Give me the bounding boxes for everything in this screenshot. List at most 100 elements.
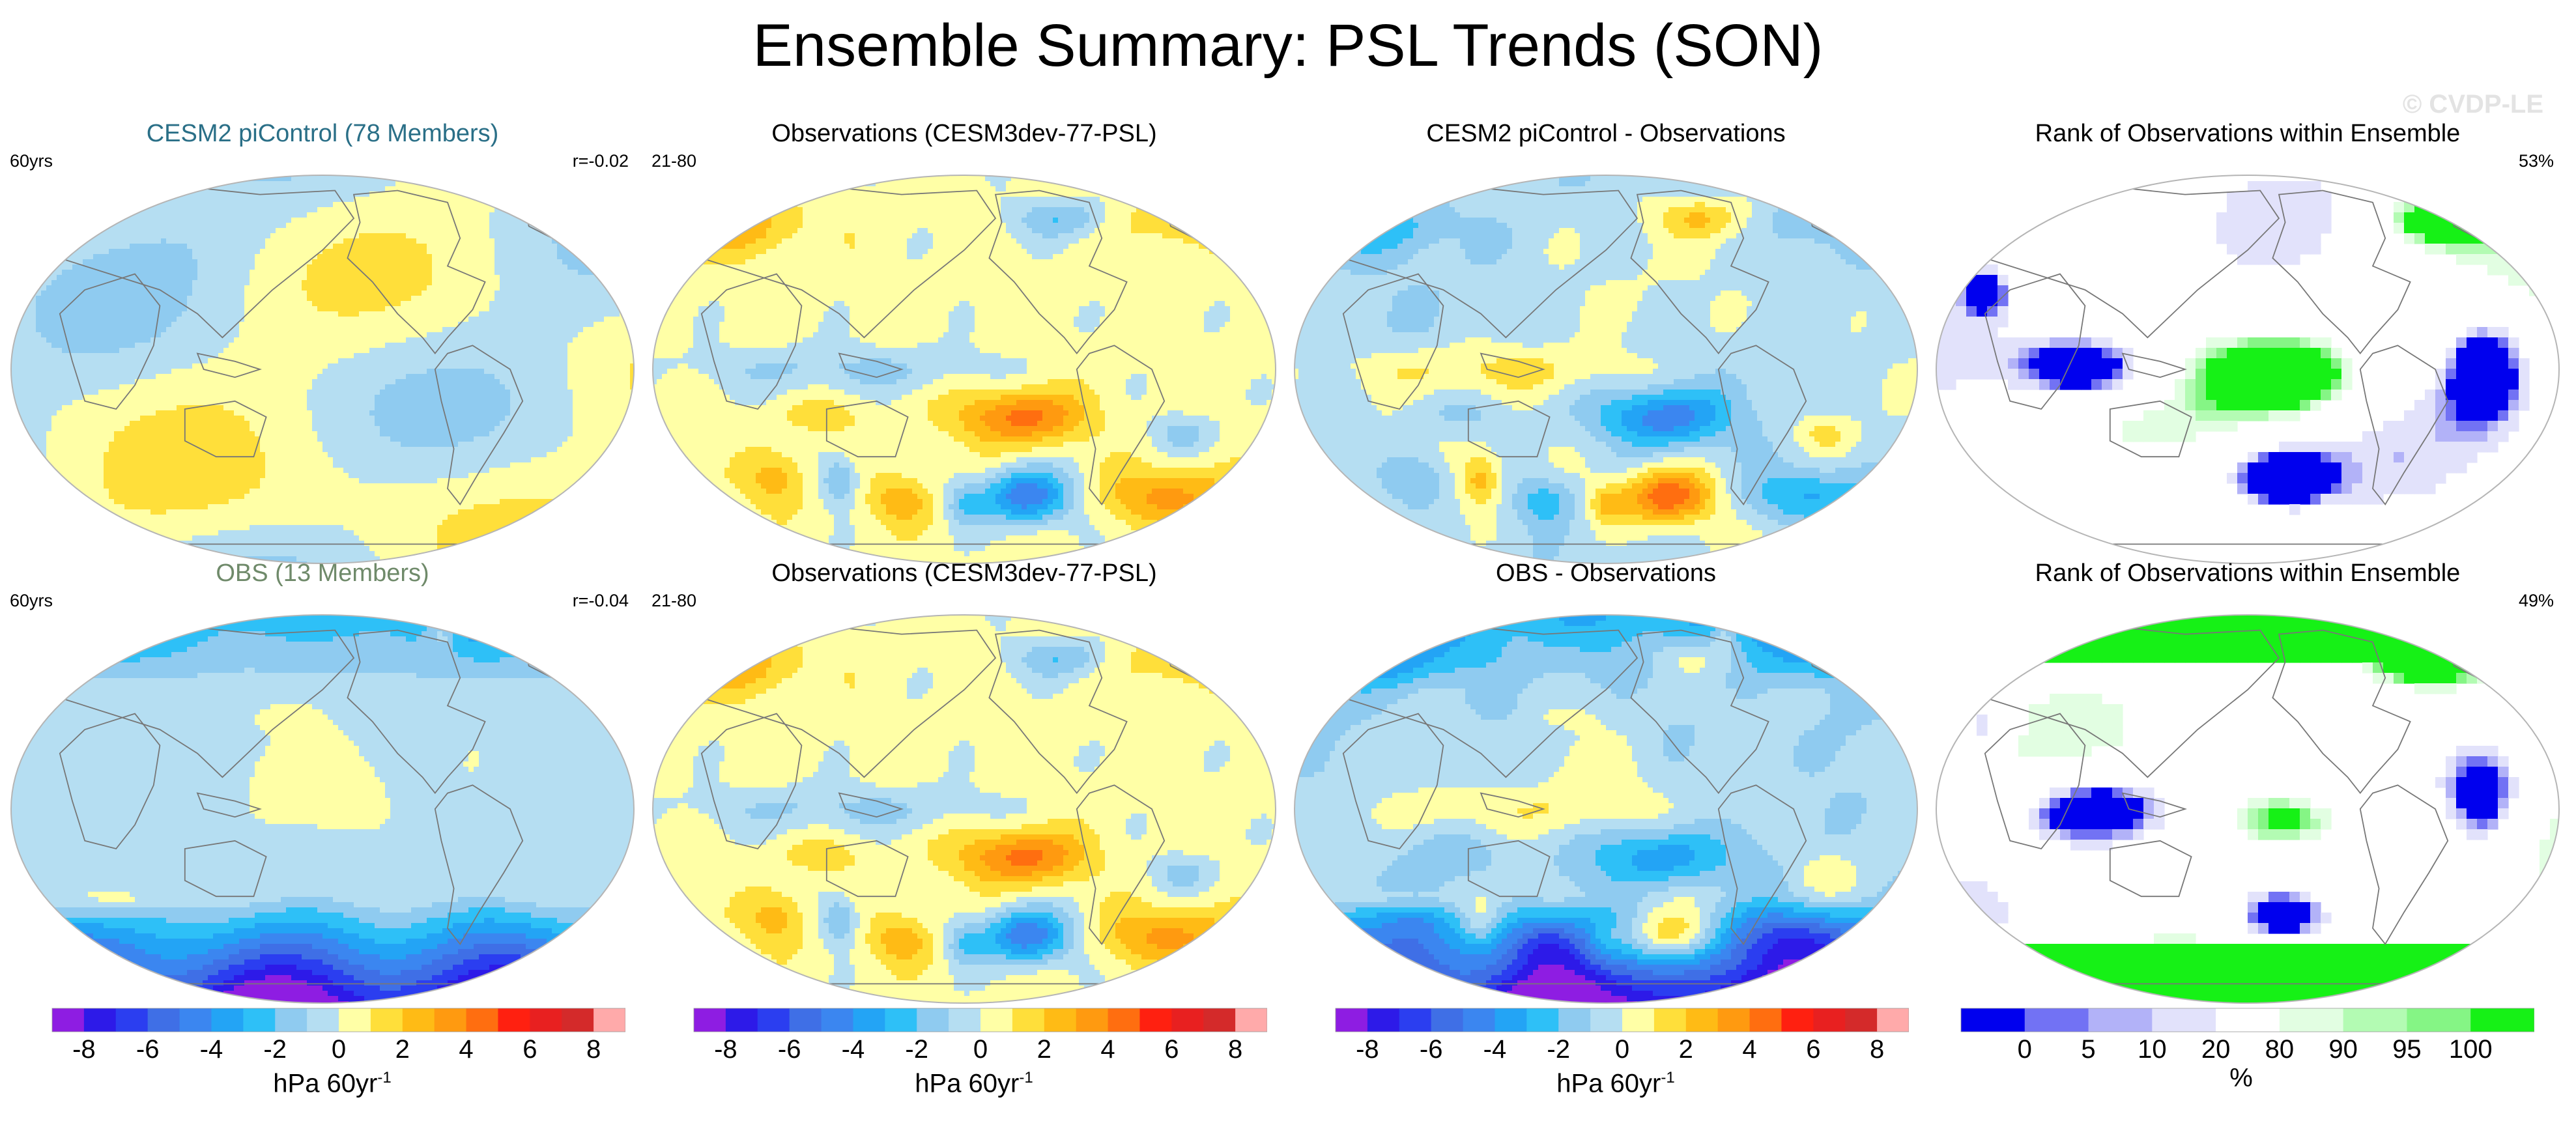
map-cell [453, 244, 459, 249]
map-cell [187, 223, 193, 229]
map-cell [260, 363, 266, 369]
map-cell [322, 317, 328, 322]
map-cell [557, 175, 563, 177]
map-cell [484, 301, 490, 307]
map-cell [203, 353, 208, 359]
map-cell [406, 275, 412, 281]
map-cell [130, 322, 136, 328]
map-cell [161, 192, 167, 197]
map-cell [46, 202, 52, 208]
map-cell [531, 238, 537, 244]
map-cell [567, 311, 573, 317]
map-cell [20, 301, 26, 307]
map-cell [119, 197, 125, 203]
map-cell [343, 181, 349, 187]
map-cell [583, 207, 589, 213]
map-cell [31, 176, 36, 182]
map-cell [51, 285, 57, 291]
map-cell [531, 270, 537, 276]
map-cell [276, 348, 281, 354]
map-cell [526, 270, 532, 276]
map-cell [395, 280, 401, 286]
map-cell [31, 186, 36, 192]
map-cell [453, 327, 459, 333]
map-cell [62, 311, 68, 317]
map-cell [15, 306, 21, 312]
map-cell [474, 181, 479, 187]
map-cell [468, 175, 474, 177]
map-cell [244, 202, 250, 208]
map-cell [270, 264, 276, 270]
map-cell [312, 176, 318, 182]
map-cell [432, 176, 438, 182]
map-cell [20, 379, 26, 385]
map-cell [359, 369, 365, 375]
map-cell [411, 202, 417, 208]
map-cell [536, 175, 542, 177]
map-cell [354, 197, 360, 203]
map-cell [359, 249, 365, 255]
map-cell [599, 238, 605, 244]
map-cell [541, 223, 547, 229]
map-cell [72, 259, 78, 265]
map-cell [150, 358, 156, 364]
map-cell [343, 280, 349, 286]
map-cell [36, 218, 42, 223]
map-cell [614, 327, 620, 333]
map-cell [594, 244, 599, 249]
map-cell [239, 202, 245, 208]
map-cell [166, 233, 172, 239]
map-cell [333, 337, 339, 343]
map-cell [72, 379, 78, 385]
map-cell [395, 337, 401, 343]
map-cell [281, 197, 287, 203]
map-cell [578, 192, 584, 197]
map-cell [36, 296, 42, 302]
map-cell [614, 311, 620, 317]
map-cell [614, 374, 620, 380]
map-cell [57, 233, 63, 239]
map-cell [93, 228, 99, 234]
map-cell [187, 249, 193, 255]
map-cell [620, 306, 625, 312]
map-cell [468, 369, 474, 375]
map-cell [234, 343, 240, 348]
map-cell [234, 181, 240, 187]
map-cell [442, 275, 448, 281]
map-cell [208, 207, 214, 213]
map-cell [250, 270, 255, 276]
map-cell [124, 327, 130, 333]
map-cell [620, 223, 625, 229]
map-cell [145, 332, 151, 338]
map-cell [411, 306, 417, 312]
map-cell [57, 212, 63, 218]
map-cell [531, 353, 537, 359]
map-cell [41, 285, 47, 291]
panel-title: CESM2 piControl (78 Members) [10, 117, 635, 150]
map-cell [229, 353, 235, 359]
map-cell [109, 244, 115, 249]
map-cell [130, 363, 136, 369]
map-cell [130, 306, 136, 312]
map-cell [349, 186, 354, 192]
map-cell [213, 259, 219, 265]
map-cell [328, 311, 334, 317]
map-cell [140, 176, 146, 182]
map-cell [229, 197, 235, 203]
map-cell [119, 280, 125, 286]
map-cell [83, 317, 89, 322]
map-cell [239, 301, 245, 307]
map-cell [182, 301, 188, 307]
map-cell [286, 228, 292, 234]
map-cell [416, 244, 422, 249]
map-cell [156, 254, 162, 260]
map-cell [83, 197, 89, 203]
map-cell [411, 175, 417, 177]
map-cell [448, 175, 453, 177]
map-cell [484, 259, 490, 265]
map-cell [594, 192, 599, 197]
map-cell [260, 291, 266, 296]
map-cell [109, 296, 115, 302]
map-cell [213, 244, 219, 249]
map-cell [255, 259, 261, 265]
